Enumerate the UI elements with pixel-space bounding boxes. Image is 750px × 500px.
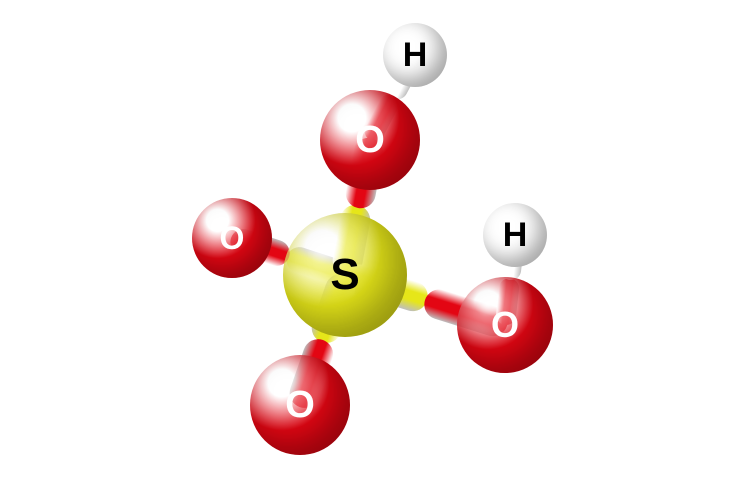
atom-label-O_left: O [220, 220, 245, 257]
atom-S: S [283, 213, 407, 337]
molecule-diagram: S O O O O H H [0, 0, 750, 500]
atom-H_top: H [383, 23, 447, 87]
atom-H_right: H [483, 203, 547, 267]
atom-O_left: O [192, 198, 272, 278]
atom-label-O_right: O [491, 304, 519, 346]
atom-O_bottom: O [250, 355, 350, 455]
atom-label-O_top: O [355, 119, 385, 162]
atom-O_top: O [320, 90, 420, 190]
atom-label-O_bottom: O [285, 384, 315, 427]
atom-label-H_top: H [403, 36, 428, 75]
atom-label-S: S [330, 250, 359, 300]
atom-O_right: O [457, 277, 553, 373]
atom-label-H_right: H [503, 216, 528, 255]
